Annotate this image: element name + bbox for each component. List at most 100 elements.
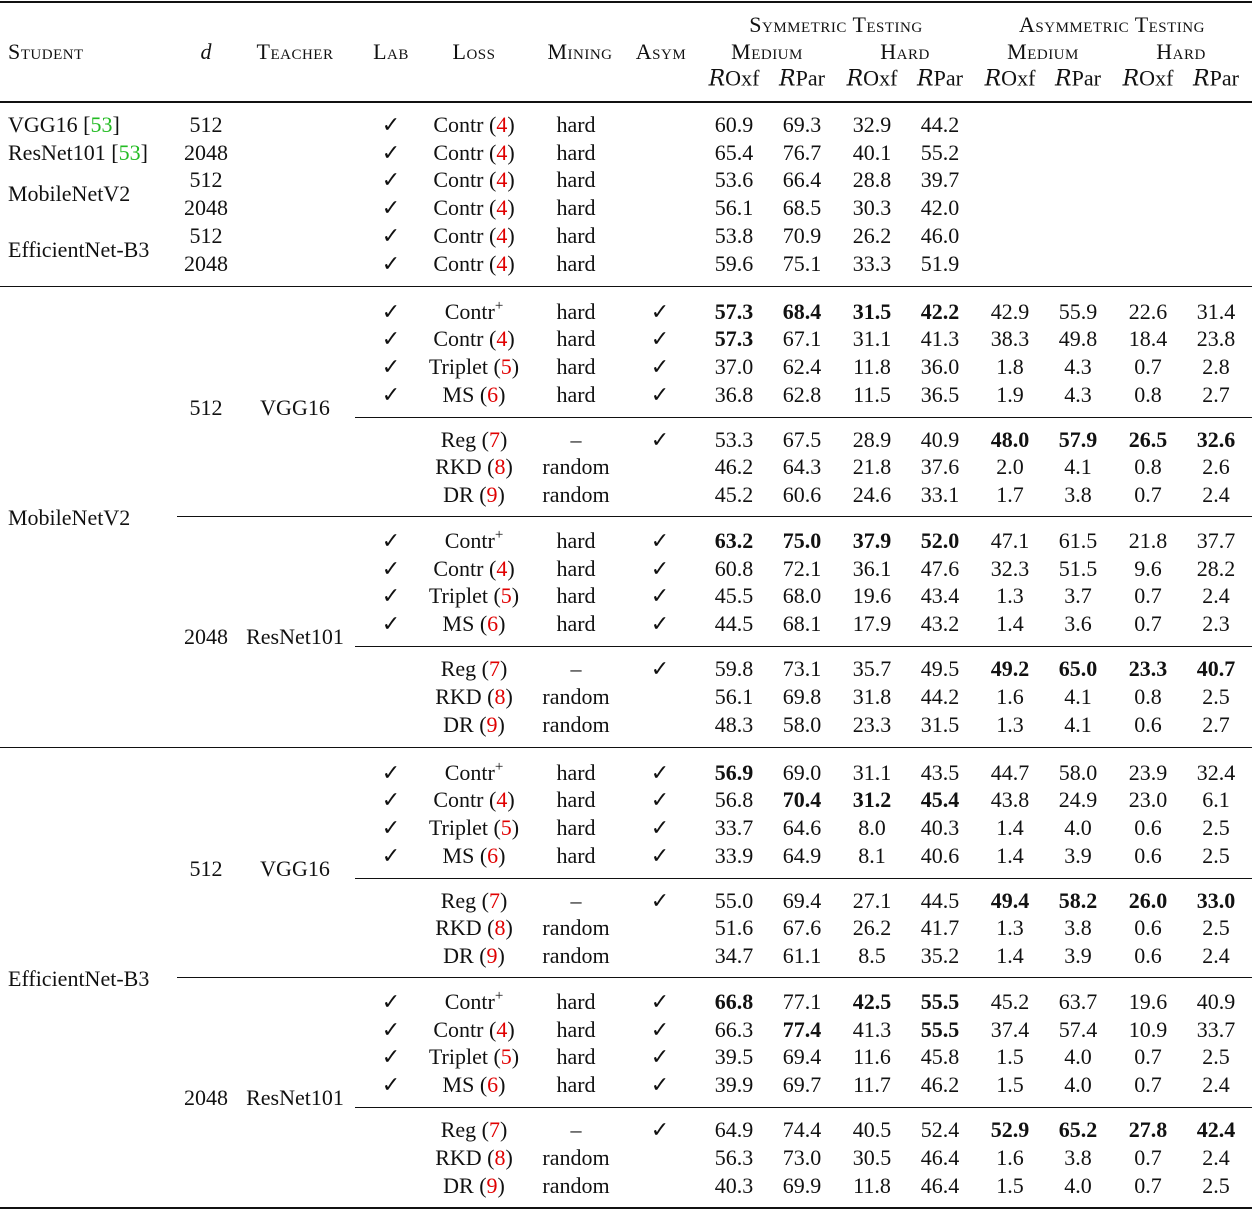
cell-value: 47.1 (990, 528, 1030, 553)
equation-ref: 4 (496, 326, 508, 352)
cell-value: 39.9 (714, 1072, 754, 1098)
cell-value: 0.7 (1134, 482, 1162, 507)
cell-loss: Contr (4) (433, 114, 514, 136)
cell-loss: Contr (4) (433, 169, 514, 191)
group-rule (177, 516, 1252, 517)
cell-mining: random (542, 711, 610, 737)
cell-value: 44.5 (920, 887, 960, 913)
loss-superscript: + (494, 297, 504, 314)
cell-value: 75.0 (782, 528, 822, 553)
header-sym-hard: Hard (880, 39, 930, 64)
header-asymmetric-testing: Asymmetric Testing (1019, 12, 1205, 37)
cell-loss: Reg (7) (441, 658, 508, 680)
equation-ref: 8 (494, 683, 506, 709)
cell-value: 56.1 (714, 195, 754, 221)
equation-ref: 4 (496, 787, 508, 813)
cell-value: 70.4 (782, 787, 822, 813)
cell-value: 55.5 (920, 989, 960, 1014)
cell-value: 1.6 (996, 683, 1024, 709)
cell-value: 0.7 (1134, 1044, 1162, 1070)
asym-check-icon: ✓ (650, 555, 670, 581)
metric-header: RPar (1193, 67, 1239, 91)
cell-value: 56.3 (714, 1144, 754, 1170)
cell-value: 36.5 (920, 381, 960, 407)
cell-value: 56.9 (714, 759, 754, 785)
cell-value: 55.5 (920, 1016, 960, 1042)
paren: ( (483, 222, 497, 248)
cell-value: 40.7 (1196, 656, 1236, 682)
cell-value: 11.8 (853, 1172, 891, 1198)
cell-value: 0.6 (1134, 915, 1162, 941)
cell-value: 53.6 (714, 167, 754, 193)
cell-loss: DR (9) (443, 1172, 505, 1198)
asym-check-icon: ✓ (650, 1044, 670, 1070)
cell-loss: Reg (7) (441, 887, 508, 913)
cell-value: 4.0 (1064, 1044, 1092, 1070)
cell-value: 2.4 (1202, 583, 1230, 609)
asym-check-icon: ✓ (650, 887, 670, 913)
cell-value: 0.7 (1134, 611, 1162, 637)
loss-superscript: + (494, 988, 504, 1004)
cell-value: 69.7 (782, 1072, 822, 1098)
asym-check-icon: ✓ (650, 326, 670, 352)
cell-mining: hard (556, 842, 596, 868)
cell-loss: MS (6) (443, 1074, 506, 1096)
cell-value: 64.3 (782, 454, 822, 480)
cell-value: 36.1 (852, 555, 892, 581)
cell-value: 1.4 (996, 943, 1024, 968)
lab-check-icon: ✓ (381, 298, 401, 324)
paren: ) (511, 814, 520, 840)
cell-value: 58.2 (1058, 887, 1098, 913)
paren: ) (507, 1016, 515, 1042)
cell-mining: hard (556, 1016, 596, 1042)
cell-value: 36.8 (714, 381, 754, 407)
asym-check-icon: ✓ (650, 611, 670, 637)
cell-value: 21.8 (852, 454, 892, 480)
metric-name: Oxf (1139, 65, 1174, 91)
metric-header: ROxf (1123, 65, 1174, 91)
cell-value: 2.6 (1202, 454, 1230, 480)
asym-check-icon: ✓ (650, 298, 670, 324)
lab-check-icon: ✓ (381, 222, 401, 248)
loss-name: Reg (440, 426, 477, 452)
loss-name: Triplet (428, 583, 488, 609)
header-lab: Lab (373, 39, 409, 64)
cell-loss: Contr+ (445, 988, 504, 1013)
lab-check-icon: ✓ (381, 139, 401, 165)
equation-ref: 8 (494, 454, 506, 480)
cell-value: 1.5 (996, 1072, 1024, 1098)
cell-loss: Triplet (5) (429, 585, 519, 607)
paren: ) (507, 167, 515, 193)
cell-value: 60.6 (782, 482, 822, 507)
cell-value: 31.1 (852, 326, 892, 352)
equation-ref: 9 (486, 1172, 498, 1198)
bracket: [ (105, 139, 119, 165)
equation-ref: 4 (496, 112, 508, 137)
cell-value: 31.2 (852, 787, 892, 813)
cell-value: 45.8 (920, 1044, 960, 1070)
cell-student: EfficientNet-B3 (8, 966, 150, 991)
metric-name: Oxf (1001, 65, 1036, 91)
cell-loss: Triplet (5) (429, 355, 519, 378)
paren: ) (505, 683, 513, 709)
header-mining: Mining (547, 39, 613, 64)
equation-ref: 4 (496, 555, 508, 581)
loss-name: RKD (435, 915, 482, 941)
equation-ref: 5 (500, 814, 512, 840)
loss-name: MS (442, 381, 475, 407)
cell-value: 64.9 (782, 842, 822, 868)
cell-d: 2048 (184, 624, 228, 650)
loss-name: Contr (433, 112, 484, 137)
cell-value: 45.4 (920, 787, 960, 813)
cell-value: 74.4 (782, 1117, 822, 1143)
cell-value: 69.3 (782, 112, 822, 137)
cell-value: 28.9 (852, 426, 892, 452)
loss-name: Contr (444, 759, 495, 785)
cell-loss: Contr+ (445, 297, 504, 323)
citation: 53 (118, 139, 141, 165)
paren: ) (499, 887, 508, 913)
lab-check-icon: ✓ (381, 989, 401, 1014)
paren: ( (473, 943, 487, 968)
cell-teacher: VGG16 (260, 855, 330, 881)
cell-value: 30.5 (852, 1144, 892, 1170)
